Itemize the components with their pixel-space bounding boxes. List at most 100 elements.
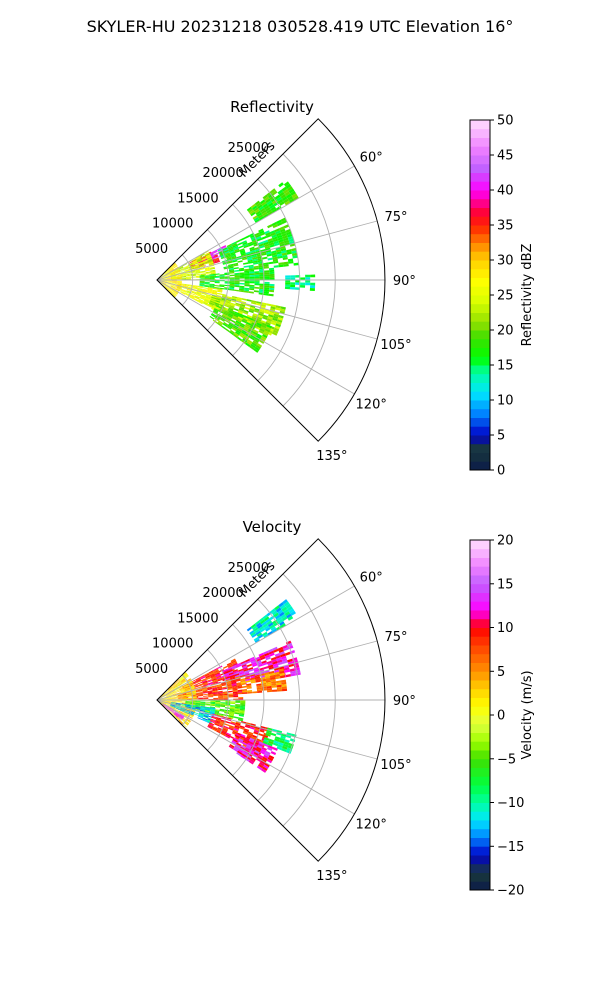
colorbar-bin bbox=[470, 793, 490, 803]
colorbar-tick-label: 30 bbox=[497, 254, 514, 269]
azimuth-tick-label: 90° bbox=[393, 274, 416, 289]
colorbar-bin bbox=[470, 216, 490, 226]
sector-frame bbox=[156, 538, 386, 862]
colorbar-tick-label: 10 bbox=[497, 394, 514, 409]
range-tick-label: 10000 bbox=[152, 637, 193, 652]
azimuth-tick-label: 120° bbox=[356, 398, 387, 413]
reflectivity-colorbar: 0 5 10 15 20 25 30 35 40 45 50 bbox=[469, 114, 514, 479]
colorbar-bin bbox=[470, 128, 490, 138]
range-tick-label: 20000 bbox=[202, 586, 243, 601]
colorbar-bin bbox=[470, 163, 490, 173]
velocity-echo-region-10 bbox=[262, 727, 297, 754]
range-tick-label: 5000 bbox=[135, 662, 168, 677]
colorbar-bin bbox=[470, 548, 490, 558]
colorbar-tick-label: 10 bbox=[497, 621, 514, 636]
colorbar-bin bbox=[470, 268, 490, 278]
colorbar-tick-label: −10 bbox=[497, 796, 524, 811]
colorbar-bin bbox=[470, 233, 490, 243]
colorbar-bin bbox=[470, 741, 490, 751]
colorbar-bin bbox=[470, 277, 490, 287]
azimuth-line bbox=[156, 220, 378, 281]
colorbar-bin bbox=[470, 723, 490, 733]
colorbar-bin bbox=[470, 312, 490, 322]
colorbar-bin bbox=[470, 356, 490, 366]
azimuth-tick-label: 135° bbox=[316, 869, 347, 884]
colorbar-tick-label: 45 bbox=[497, 149, 514, 164]
velocity-colorbar: −20 −15 −10 −5 0 5 10 15 20 bbox=[469, 534, 524, 899]
colorbar-bin bbox=[470, 321, 490, 331]
azimuth-tick-label: 105° bbox=[380, 338, 411, 353]
colorbar-tick-label: 50 bbox=[497, 114, 514, 129]
colorbar-bin bbox=[470, 592, 490, 602]
colorbar-bin bbox=[470, 828, 490, 838]
colorbar-bin bbox=[470, 382, 490, 392]
velocity-range-ticks: 5000 10000 15000 20000 25000 bbox=[135, 561, 269, 677]
colorbar-bin bbox=[470, 540, 490, 550]
colorbar-bin bbox=[470, 627, 490, 637]
colorbar-bin bbox=[470, 426, 490, 436]
colorbar-bin bbox=[470, 863, 490, 873]
colorbar-bin bbox=[470, 715, 490, 725]
colorbar-tick-label: 0 bbox=[497, 709, 505, 724]
colorbar-bin bbox=[470, 758, 490, 768]
azimuth-line bbox=[156, 699, 378, 760]
range-tick-label: 5000 bbox=[135, 242, 168, 257]
colorbar-bin bbox=[470, 601, 490, 611]
colorbar-bin bbox=[470, 688, 490, 698]
colorbar-bin bbox=[470, 207, 490, 217]
velocity-title: Velocity bbox=[243, 518, 302, 536]
reflectivity-title: Reflectivity bbox=[230, 98, 314, 116]
azimuth-tick-label: 105° bbox=[380, 758, 411, 773]
velocity-echoes bbox=[157, 599, 301, 773]
colorbar-bin bbox=[470, 295, 490, 305]
colorbar-bin bbox=[470, 881, 490, 891]
colorbar-bin bbox=[470, 662, 490, 672]
colorbar-tick-label: 20 bbox=[497, 324, 514, 339]
colorbar-tick-label: 25 bbox=[497, 289, 514, 304]
colorbar-bin bbox=[470, 260, 490, 270]
velocity-echo-region-9 bbox=[228, 733, 278, 773]
colorbar-bin bbox=[470, 155, 490, 165]
azimuth-tick-label: 90° bbox=[393, 694, 416, 709]
colorbar-tick-label: 40 bbox=[497, 184, 514, 199]
colorbar-bin bbox=[470, 452, 490, 462]
colorbar-tick-label: 15 bbox=[497, 359, 514, 374]
colorbar-bin bbox=[470, 846, 490, 856]
colorbar-bin bbox=[470, 408, 490, 418]
colorbar-tick-label: −20 bbox=[497, 884, 524, 899]
velocity-colorbar-label: Velocity (m/s) bbox=[520, 670, 535, 759]
reflectivity-echo-region-6 bbox=[284, 274, 316, 291]
colorbar-tick-label: 5 bbox=[497, 665, 505, 680]
reflectivity-range-ticks: 5000 10000 15000 20000 25000 bbox=[135, 141, 269, 257]
colorbar-bin bbox=[470, 732, 490, 742]
colorbar-bin bbox=[470, 820, 490, 830]
colorbar-bin bbox=[470, 338, 490, 348]
colorbar-bin bbox=[470, 645, 490, 655]
colorbar-bin bbox=[470, 198, 490, 208]
colorbar-bin bbox=[470, 286, 490, 296]
reflectivity-echo-region-0 bbox=[246, 181, 299, 223]
colorbar-bin bbox=[470, 802, 490, 812]
colorbar-bin bbox=[470, 443, 490, 453]
range-tick-label: 10000 bbox=[152, 217, 193, 232]
colorbar-tick-label: 5 bbox=[497, 429, 505, 444]
velocity-echo-region-0 bbox=[246, 599, 296, 643]
colorbar-bin bbox=[470, 435, 490, 445]
colorbar-bin bbox=[470, 557, 490, 567]
range-tick-label: 15000 bbox=[177, 611, 218, 626]
colorbar-bin bbox=[470, 680, 490, 690]
colorbar-bin bbox=[470, 417, 490, 427]
colorbar-bin bbox=[470, 391, 490, 401]
colorbar-bin bbox=[470, 837, 490, 847]
colorbar-bin bbox=[470, 120, 490, 130]
azimuth-tick-label: 135° bbox=[316, 449, 347, 464]
colorbar-bin bbox=[470, 242, 490, 252]
azimuth-line bbox=[156, 585, 355, 701]
azimuth-tick-label: 75° bbox=[384, 630, 407, 645]
reflectivity-panel: Reflectivity 5000 10000 15000 20000 25000 60… bbox=[135, 98, 535, 479]
reflectivity-grid bbox=[156, 118, 386, 442]
velocity-grid bbox=[156, 538, 386, 862]
colorbar-bin bbox=[470, 583, 490, 593]
colorbar-bin bbox=[470, 330, 490, 340]
